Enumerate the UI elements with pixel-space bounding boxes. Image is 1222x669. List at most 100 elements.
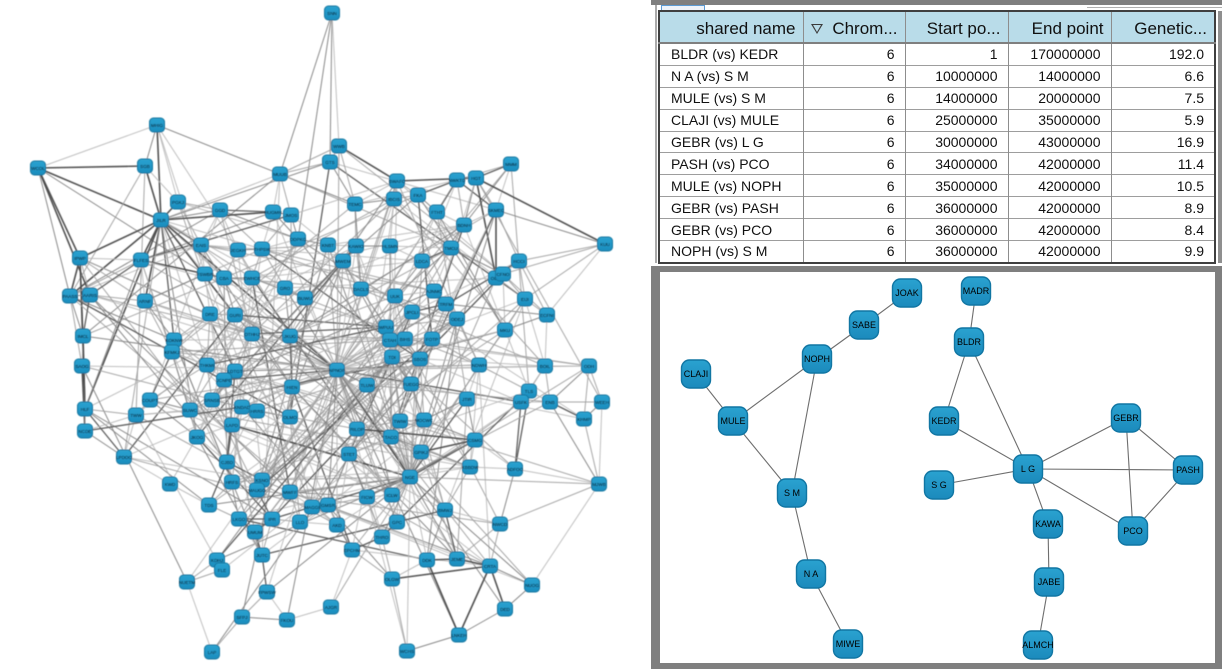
svg-text:HLF: HLF xyxy=(81,407,90,412)
svg-text:NWKTD: NWKTD xyxy=(449,178,467,183)
svg-text:NOPH: NOPH xyxy=(804,354,830,364)
svg-text:KFMKJ: KFMKJ xyxy=(164,350,179,355)
svg-text:KAWIO: KAWIO xyxy=(348,244,364,249)
svg-text:KDHJ: KDHJ xyxy=(211,558,223,563)
svg-text:L G: L G xyxy=(1021,464,1035,474)
svg-text:JTIR: JTIR xyxy=(462,397,472,402)
svg-text:ADFOO: ADFOO xyxy=(507,467,524,472)
svg-text:HLSMN: HLSMN xyxy=(382,244,398,249)
svg-text:TWW: TWW xyxy=(130,413,142,418)
svg-text:KWD: KWD xyxy=(165,482,176,487)
svg-text:ARNF: ARNF xyxy=(139,299,152,304)
svg-text:TMCU: TMCU xyxy=(444,246,457,251)
svg-text:MULE: MULE xyxy=(720,416,745,426)
svg-text:JILR: JILR xyxy=(156,218,166,223)
svg-text:JEME: JEME xyxy=(451,557,463,562)
svg-text:MAUGO: MAUGO xyxy=(248,488,266,493)
svg-text:HRFS: HRFS xyxy=(226,480,239,485)
svg-text:PAASS: PAASS xyxy=(63,294,78,299)
svg-text:JABE: JABE xyxy=(1038,577,1061,587)
svg-text:NWCD: NWCD xyxy=(493,522,508,527)
svg-text:NUOG: NUOG xyxy=(525,583,539,588)
svg-text:EAIS: EAIS xyxy=(196,243,206,248)
svg-text:EIJI: EIJI xyxy=(521,297,529,302)
svg-text:NPNOP: NPNOP xyxy=(329,368,345,373)
svg-text:MMM: MMM xyxy=(505,162,517,167)
svg-text:N A: N A xyxy=(804,569,819,579)
svg-text:COUPT: COUPT xyxy=(142,398,158,403)
svg-text:JPCLI: JPCLI xyxy=(406,310,419,315)
svg-text:CSMG: CSMG xyxy=(468,438,482,443)
svg-text:BUWU: BUWU xyxy=(298,296,312,301)
svg-text:CFNO: CFNO xyxy=(496,272,509,277)
svg-text:BWAFC: BWAFC xyxy=(389,179,406,184)
svg-text:CRTA: CRTA xyxy=(484,564,497,569)
svg-text:JOAK: JOAK xyxy=(895,288,919,298)
svg-text:JKOG: JKOG xyxy=(191,435,204,440)
svg-text:THPSW: THPSW xyxy=(254,247,271,252)
svg-text:MIWE: MIWE xyxy=(836,639,861,649)
svg-text:TACO: TACO xyxy=(385,435,398,440)
svg-text:THRO: THRO xyxy=(375,535,388,540)
svg-text:JEGKH: JEGKH xyxy=(230,248,245,253)
svg-text:NCDE: NCDE xyxy=(78,429,91,434)
svg-text:PGKJ: PGKJ xyxy=(172,200,184,205)
svg-text:WPUU: WPUU xyxy=(379,325,393,330)
svg-text:BMWJ: BMWJ xyxy=(438,508,452,513)
svg-text:ECFNI: ECFNI xyxy=(540,313,554,318)
svg-text:SFPJ: SFPJ xyxy=(236,615,247,620)
svg-text:LDCA: LDCA xyxy=(416,259,429,264)
svg-text:LLO: LLO xyxy=(296,520,305,525)
svg-text:DACLS: DACLS xyxy=(353,287,368,292)
svg-text:MHIG: MHIG xyxy=(151,123,163,128)
svg-text:GMSR: GMSR xyxy=(321,503,335,508)
svg-text:FKA: FKA xyxy=(414,193,424,198)
svg-text:KBBDW: KBBDW xyxy=(462,465,480,470)
svg-text:TRFM: TRFM xyxy=(440,302,453,307)
svg-text:KHMP: KHMP xyxy=(577,417,590,422)
svg-text:PASH: PASH xyxy=(1176,465,1200,475)
svg-text:TWIW: TWIW xyxy=(394,419,407,424)
svg-text:ODPKG: ODPKG xyxy=(290,237,307,242)
svg-text:MADR: MADR xyxy=(963,286,990,296)
svg-text:FUEGG: FUEGG xyxy=(403,382,420,387)
svg-text:HRRS: HRRS xyxy=(250,409,263,414)
svg-text:WEEH: WEEH xyxy=(595,400,609,405)
svg-text:NGE: NGE xyxy=(405,475,415,480)
svg-text:MJWB: MJWB xyxy=(592,482,606,487)
svg-text:BLDR: BLDR xyxy=(957,337,982,347)
svg-text:KAWA: KAWA xyxy=(1035,519,1061,529)
svg-text:FLFES: FLFES xyxy=(134,258,148,263)
svg-text:OTHHJ: OTHHJ xyxy=(244,332,259,337)
svg-text:CJBD: CJBD xyxy=(221,460,234,465)
svg-text:KSNO: KSNO xyxy=(255,478,268,483)
svg-text:HIEN: HIEN xyxy=(287,385,298,390)
svg-text:ENB: ENB xyxy=(545,400,554,405)
svg-text:GEBR: GEBR xyxy=(1113,413,1139,423)
svg-text:KNBT: KNBT xyxy=(322,243,334,248)
svg-text:ODH: ODH xyxy=(584,364,594,369)
svg-text:MKU: MKU xyxy=(500,328,510,333)
svg-text:TDI: TDI xyxy=(388,355,395,360)
svg-text:S M: S M xyxy=(784,488,800,498)
svg-text:AJNMC: AJNMC xyxy=(426,289,443,294)
svg-text:LAP: LAP xyxy=(208,650,217,655)
svg-text:EWHCE: EWHCE xyxy=(243,276,260,281)
svg-text:JKUG: JKUG xyxy=(284,334,297,339)
svg-text:WWB: WWB xyxy=(333,144,345,149)
svg-text:USFK: USFK xyxy=(515,400,528,405)
svg-text:LKGO: LKGO xyxy=(233,517,246,522)
svg-text:IMCL: IMCL xyxy=(78,334,89,339)
svg-text:CTAH: CTAH xyxy=(384,338,396,343)
svg-text:SGB: SGB xyxy=(140,164,150,169)
svg-text:OLMO: OLMO xyxy=(283,415,297,420)
svg-text:FICW: FICW xyxy=(361,495,373,500)
svg-text:KEDR: KEDR xyxy=(931,416,957,426)
svg-text:JMOS: JMOS xyxy=(285,213,298,218)
svg-text:LDTGT: LDTGT xyxy=(227,369,242,374)
svg-text:HGT: HGT xyxy=(471,176,481,181)
svg-text:SKMEC: SKMEC xyxy=(488,208,505,213)
svg-text:EPCHM: EPCHM xyxy=(344,548,361,553)
svg-text:AJGR: AJGR xyxy=(325,605,338,610)
svg-text:TLS: TLS xyxy=(525,389,533,394)
